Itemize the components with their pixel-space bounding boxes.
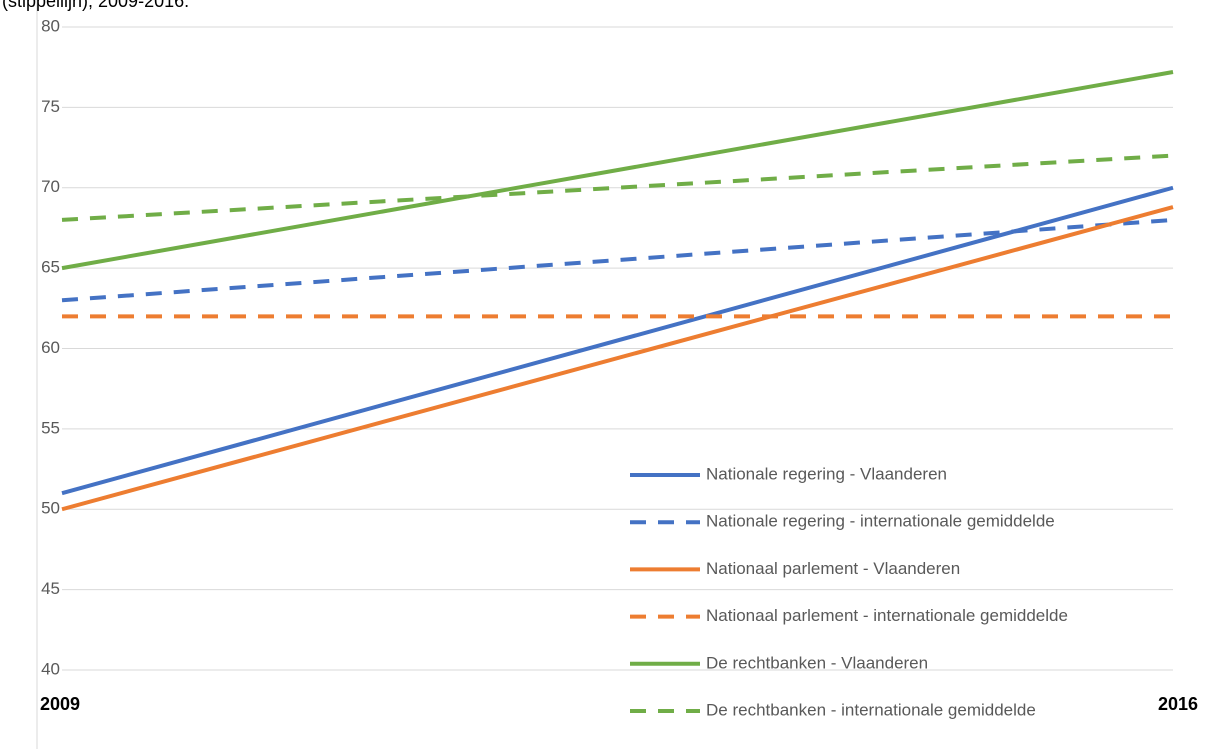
legend-label: Nationaal parlement - internationale gem… bbox=[706, 606, 1068, 625]
y-tick-label: 45 bbox=[41, 579, 60, 598]
x-tick-label: 2016 bbox=[1158, 694, 1198, 714]
y-tick-label: 75 bbox=[41, 97, 60, 116]
legend-label: De rechtbanken - internationale gemiddel… bbox=[706, 700, 1036, 719]
y-tick-label: 40 bbox=[41, 659, 60, 678]
y-tick-label: 80 bbox=[41, 16, 60, 35]
y-tick-label: 50 bbox=[41, 499, 60, 518]
legend-label: Nationale regering - internationale gemi… bbox=[706, 512, 1055, 531]
series-line bbox=[61, 205, 1174, 512]
series-line bbox=[61, 185, 1174, 496]
y-tick-label: 70 bbox=[41, 177, 60, 196]
chart-title: (stippellijn), 2009-2016. bbox=[2, 0, 189, 11]
series-line bbox=[61, 153, 1174, 222]
legend-label: De rechtbanken - Vlaanderen bbox=[706, 653, 928, 672]
y-tick-label: 60 bbox=[41, 338, 60, 357]
y-tick-label: 65 bbox=[41, 258, 60, 277]
y-tick-label: 55 bbox=[41, 418, 60, 437]
series-line bbox=[61, 217, 1174, 303]
legend-label: Nationaal parlement - Vlaanderen bbox=[706, 559, 960, 578]
series-line bbox=[61, 70, 1174, 271]
legend-label: Nationale regering - Vlaanderen bbox=[706, 464, 947, 483]
x-tick-label: 2009 bbox=[40, 694, 80, 714]
